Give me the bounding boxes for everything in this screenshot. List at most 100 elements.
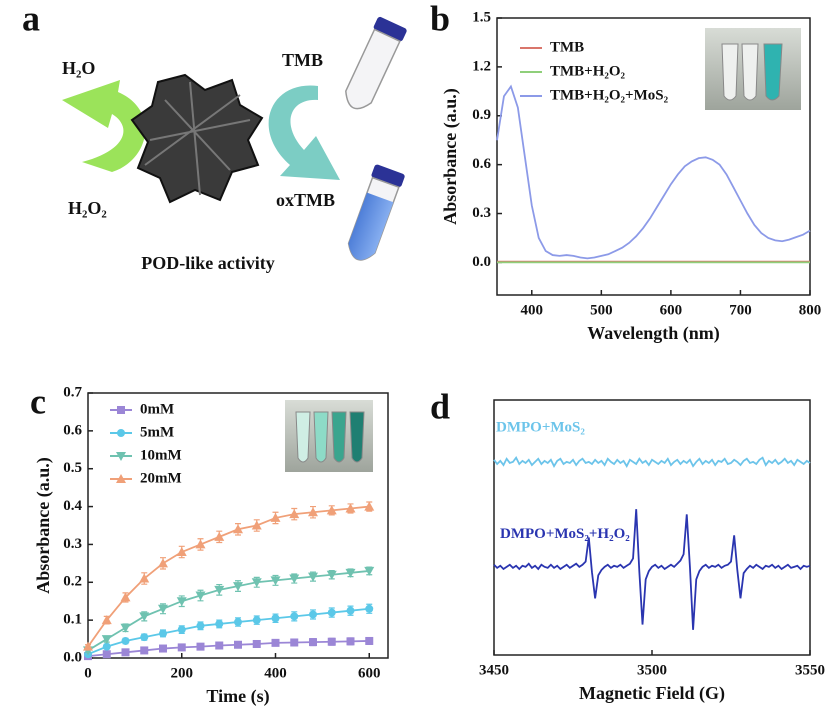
x-tick-label: 3450 — [479, 662, 509, 678]
x-tick-label: 0 — [84, 665, 92, 681]
y-tick-label: 1.5 — [472, 9, 491, 25]
x-tick-label: 500 — [590, 302, 613, 318]
marker — [195, 539, 206, 549]
marker — [177, 643, 186, 652]
marker — [139, 612, 150, 622]
legend-label: 10mM — [140, 447, 182, 463]
mos2-nanoflower — [130, 73, 264, 204]
y-tick-label: 0.4 — [63, 498, 82, 514]
x-axis-title: Wavelength (nm) — [587, 323, 720, 344]
marker — [233, 524, 243, 534]
marker — [102, 650, 111, 659]
y-axis-title: Absorbance (a.u.) — [440, 88, 461, 225]
panel-label: b — [430, 0, 450, 38]
marker — [271, 638, 280, 647]
y-axis-title: Absorbance (a.u.) — [33, 457, 54, 594]
marker — [176, 597, 187, 607]
marker — [117, 406, 125, 414]
marker — [102, 642, 111, 651]
marker — [345, 568, 356, 578]
cycle-arrow — [62, 80, 146, 172]
marker — [176, 547, 187, 556]
marker — [101, 635, 112, 645]
marker — [214, 531, 225, 541]
y-tick-label: 0.6 — [63, 422, 82, 438]
marker — [233, 582, 243, 592]
diagram: a H₂O H₂O₂ TMB oxTMB POD-like activity — [22, 0, 407, 273]
marker — [116, 452, 126, 461]
legend-label: TMB — [550, 39, 584, 55]
marker — [101, 615, 112, 625]
x-tick-label: 700 — [729, 302, 752, 318]
marker — [326, 505, 337, 515]
marker — [346, 637, 355, 646]
plot-frame — [87, 392, 389, 659]
marker — [308, 507, 318, 517]
marker — [290, 612, 299, 621]
x-tick-label: 3500 — [637, 662, 667, 678]
x-tick-label: 800 — [799, 302, 822, 318]
marker — [121, 636, 130, 645]
data-line — [87, 607, 370, 656]
x-tick-label: 200 — [171, 665, 194, 681]
marker — [140, 646, 149, 655]
marker — [121, 648, 130, 657]
marker — [234, 618, 242, 627]
marker — [289, 509, 300, 519]
reaction-arrow — [268, 85, 340, 180]
marker — [117, 429, 125, 437]
marker — [364, 501, 375, 511]
y-tick-label: 0.3 — [472, 205, 491, 221]
marker — [270, 512, 281, 522]
data-line — [87, 570, 370, 652]
y-tick-label: 0.0 — [472, 254, 491, 270]
marker — [120, 623, 131, 633]
diagram-label: H₂O₂ — [68, 198, 107, 218]
diagram-label: oxTMB — [276, 190, 335, 210]
marker — [251, 520, 262, 530]
marker — [116, 474, 126, 483]
marker — [308, 572, 318, 582]
y-tick-label: 0.5 — [63, 460, 82, 476]
y-tick-label: 1.2 — [472, 58, 491, 74]
marker — [271, 614, 280, 623]
marker — [214, 585, 225, 595]
data-line — [496, 84, 811, 260]
x-tick-label: 600 — [358, 665, 381, 681]
diagram-label: H₂O — [62, 58, 95, 78]
data-line — [87, 640, 370, 658]
x-tick-label: 400 — [521, 302, 544, 318]
marker — [251, 578, 262, 588]
legend-label: TMB+H₂O₂ — [550, 63, 626, 79]
marker — [289, 574, 300, 584]
legend-label: 0mM — [140, 401, 174, 417]
marker — [270, 576, 281, 586]
marker — [196, 621, 205, 630]
y-tick-label: 0.2 — [63, 574, 82, 590]
marker — [140, 633, 149, 642]
marker — [309, 610, 317, 619]
tube-oxtmb — [347, 164, 405, 261]
marker — [196, 642, 205, 651]
panel-label: c — [30, 381, 46, 421]
y-tick-label: 0.3 — [63, 536, 82, 552]
marker — [365, 636, 374, 645]
data-line — [87, 505, 370, 648]
marker — [290, 638, 299, 647]
x-axis-title: Time (s) — [206, 686, 269, 707]
marker — [159, 629, 167, 638]
tube-tmb — [345, 16, 407, 110]
y-tick-label: 0.0 — [63, 649, 82, 665]
marker — [346, 606, 355, 615]
nanoflower-texture — [144, 81, 251, 196]
marker — [345, 503, 356, 513]
marker — [215, 619, 224, 628]
marker — [158, 604, 168, 614]
marker — [215, 641, 224, 650]
marker — [234, 640, 242, 649]
marker — [195, 591, 206, 601]
marker — [326, 570, 337, 580]
y-tick-label: 0.7 — [63, 384, 82, 400]
